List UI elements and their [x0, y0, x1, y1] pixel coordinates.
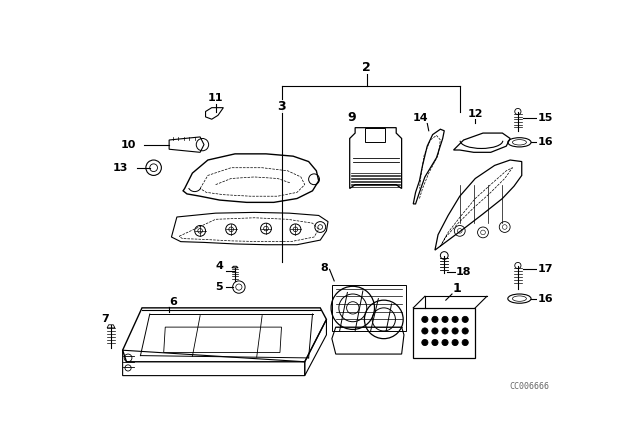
Text: 2: 2 — [362, 61, 371, 74]
Circle shape — [422, 328, 428, 334]
Circle shape — [432, 340, 438, 345]
Circle shape — [452, 316, 458, 323]
Circle shape — [452, 340, 458, 345]
Text: CC006666: CC006666 — [509, 382, 550, 391]
Text: 16: 16 — [537, 293, 553, 304]
Text: 16: 16 — [537, 137, 553, 147]
Text: 5: 5 — [216, 282, 223, 292]
Text: 11: 11 — [208, 94, 223, 103]
Circle shape — [432, 328, 438, 334]
Text: 7: 7 — [101, 314, 109, 324]
Circle shape — [462, 316, 468, 323]
Text: 17: 17 — [537, 264, 553, 274]
Circle shape — [442, 328, 448, 334]
Circle shape — [462, 340, 468, 345]
Text: 1: 1 — [453, 282, 462, 295]
Text: 9: 9 — [347, 111, 356, 124]
Text: 10: 10 — [120, 140, 136, 150]
Text: 18: 18 — [456, 267, 472, 277]
Text: 12: 12 — [467, 109, 483, 119]
Circle shape — [462, 328, 468, 334]
Circle shape — [442, 340, 448, 345]
Text: 14: 14 — [413, 112, 429, 123]
Text: 8: 8 — [320, 263, 328, 273]
Circle shape — [442, 316, 448, 323]
Text: 13: 13 — [113, 163, 128, 173]
Circle shape — [422, 316, 428, 323]
Text: 3: 3 — [277, 99, 286, 112]
Text: 4: 4 — [216, 260, 223, 271]
Circle shape — [432, 316, 438, 323]
Text: 15: 15 — [537, 112, 552, 123]
Circle shape — [452, 328, 458, 334]
Text: 6: 6 — [169, 297, 177, 307]
Circle shape — [422, 340, 428, 345]
